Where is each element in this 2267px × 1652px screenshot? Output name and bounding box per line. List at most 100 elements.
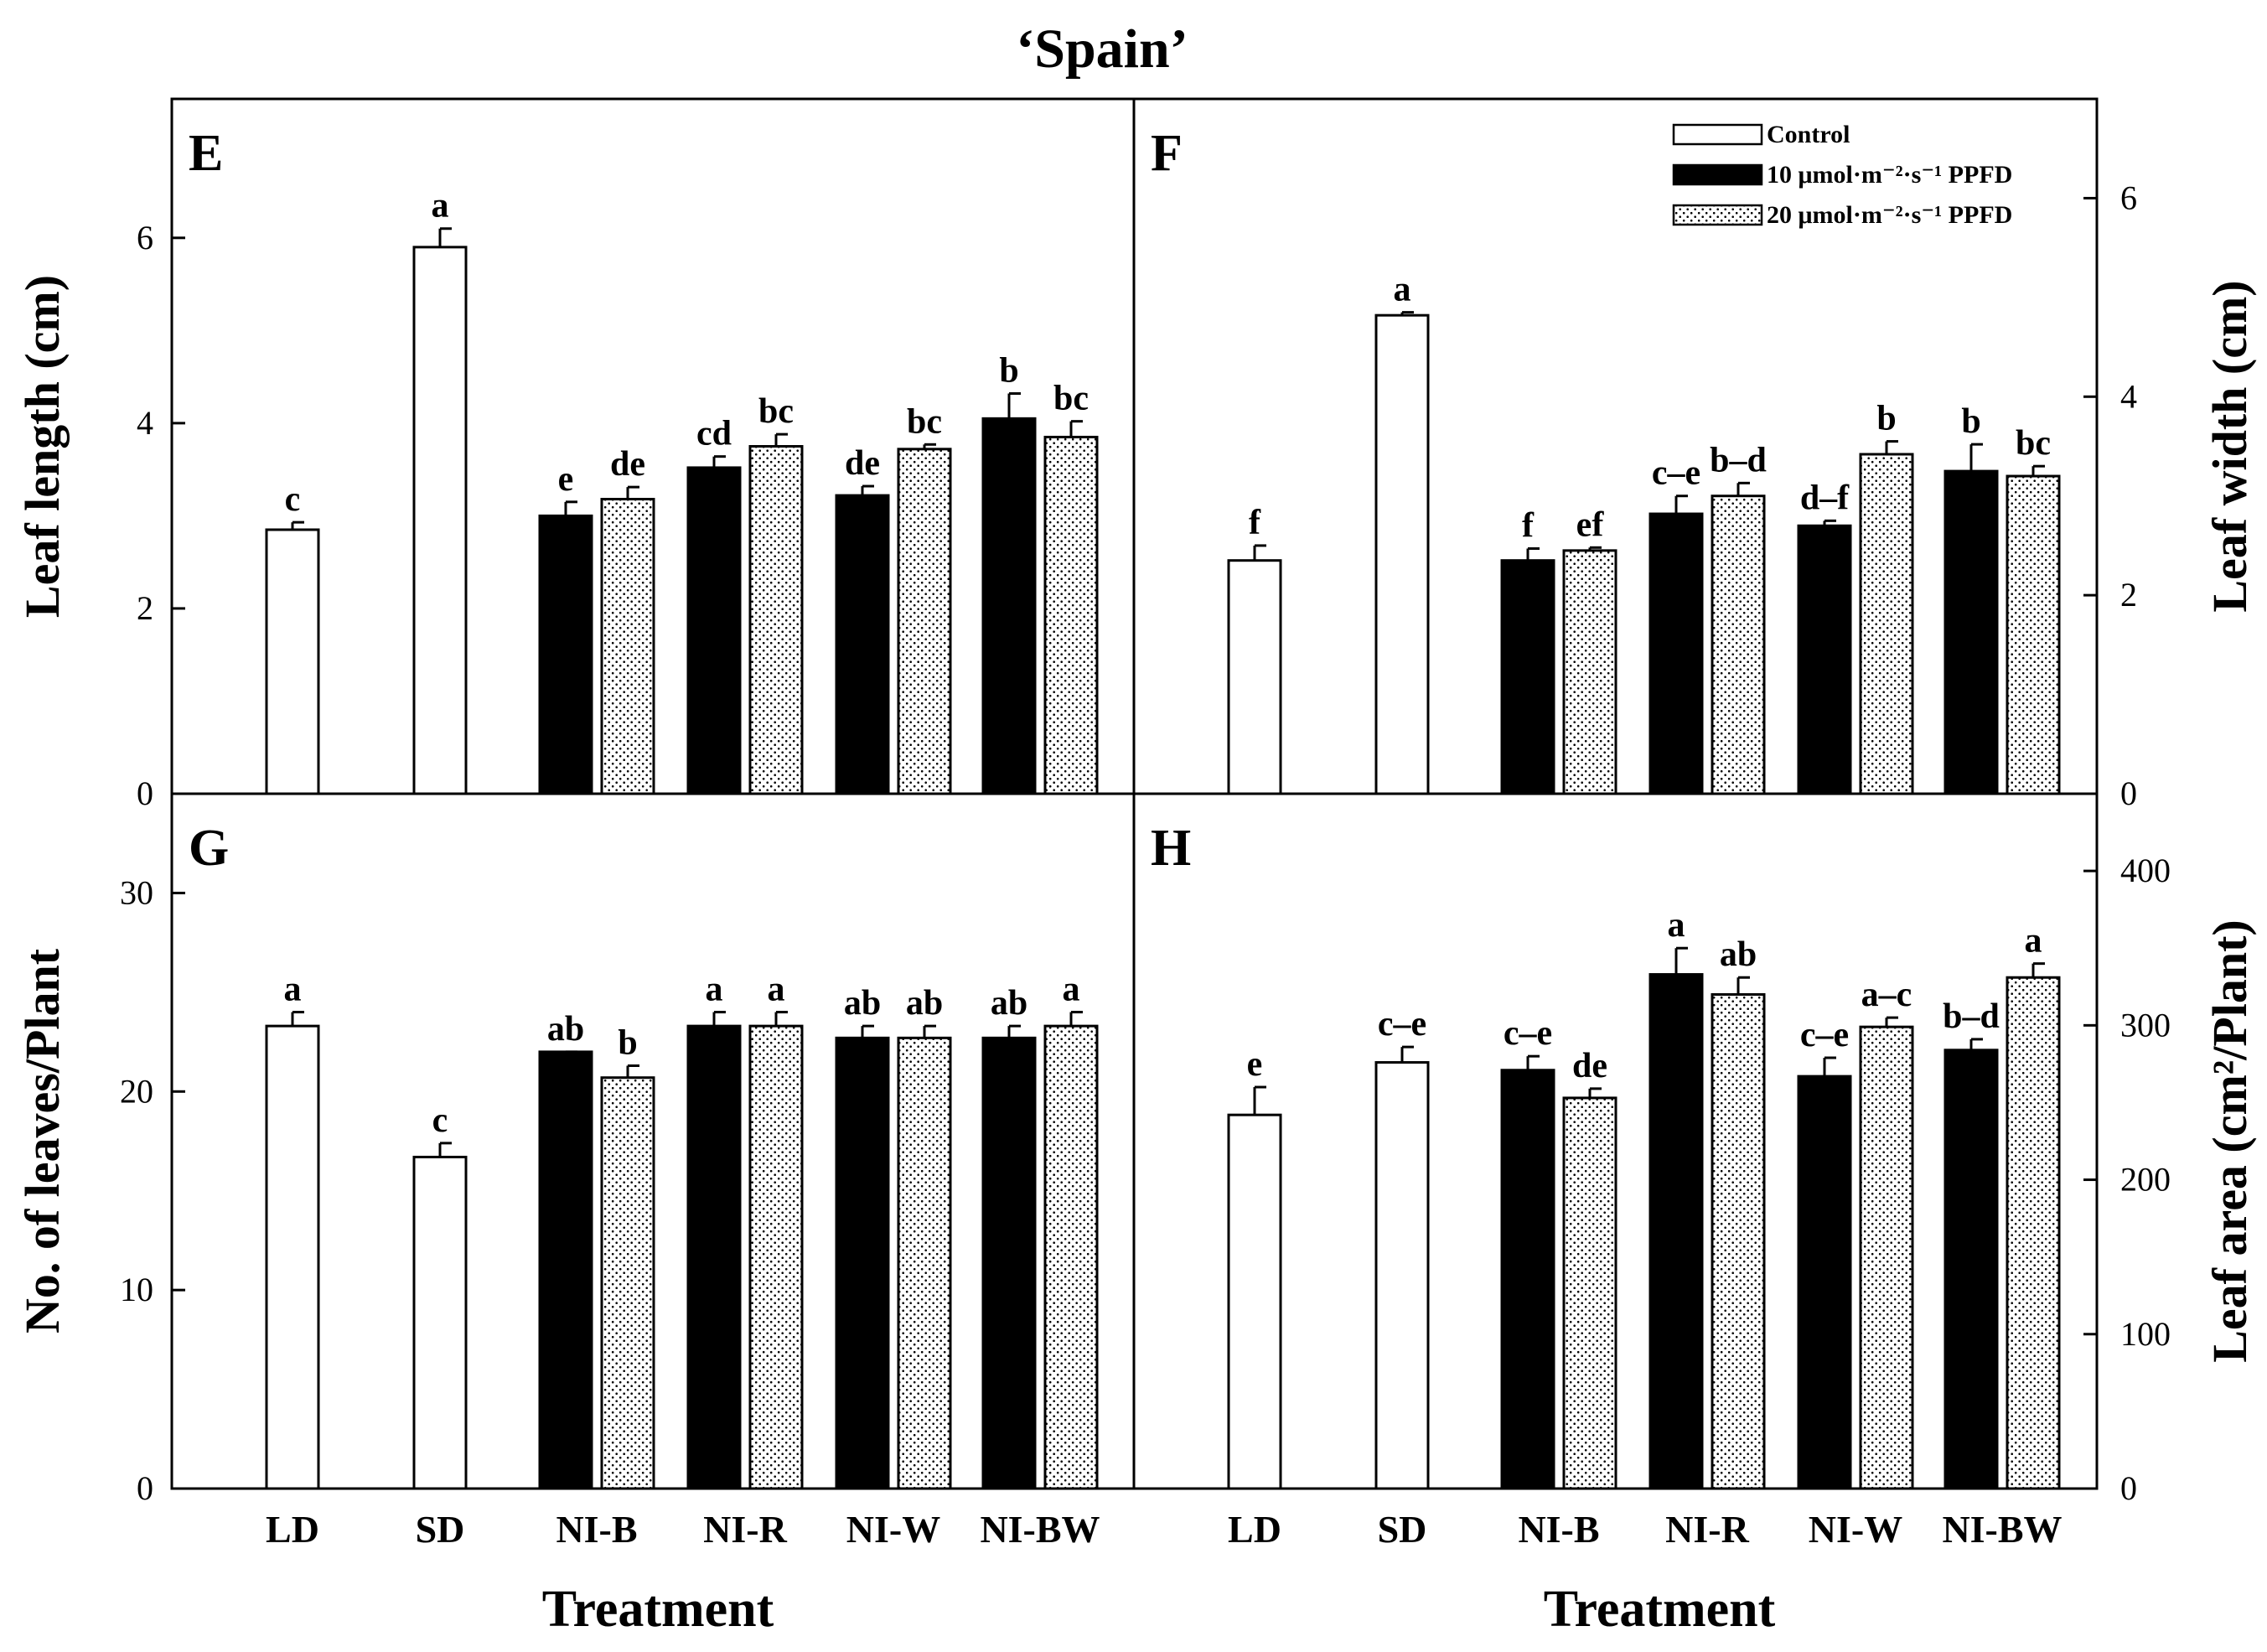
significance-letter: ab [547, 1010, 584, 1049]
bar-e-ni-bw-ppfd10 [981, 417, 1037, 795]
significance-letter: a [1668, 906, 1685, 945]
significance-letter: cd [696, 415, 732, 453]
bar-e-ni-w-ppfd10 [835, 494, 890, 795]
bar-g-ni-b-ppfd10 [538, 1050, 593, 1490]
significance-letter: bc [758, 392, 794, 431]
bar-h-ni-b-ppfd10 [1500, 1069, 1555, 1490]
legend-label-control: Control [1767, 121, 1850, 148]
y-tick-label: 200 [2120, 1161, 2171, 1199]
bar-g-ni-w-ppfd10 [835, 1036, 890, 1490]
legend: Control 10 μmol·m⁻²·s⁻¹ PPFD 20 μmol·m⁻²… [1672, 121, 2012, 229]
bar-h-ld-control [1227, 1113, 1282, 1490]
x-tick-label: NI-B [1518, 1508, 1599, 1551]
significance-letter: a [284, 971, 302, 1009]
significance-letter: b [1961, 402, 1980, 441]
bar-f-ni-b-ppfd20 [1562, 549, 1617, 795]
legend-entry-20-ppfd: 20 μmol·m⁻²·s⁻¹ PPFD [1672, 201, 2012, 229]
y-tick-label: 4 [137, 404, 153, 442]
y-tick-label: 0 [137, 1469, 153, 1507]
bar-f-sd-control [1374, 313, 1430, 795]
significance-letter: bc [907, 402, 942, 441]
significance-letter: a [2025, 922, 2042, 961]
significance-letter: a [706, 971, 723, 1009]
significance-letter: f [1249, 504, 1261, 542]
legend-entry-control: Control [1672, 121, 1850, 148]
y-tick-label: 2 [2120, 576, 2137, 614]
bar-e-ld-control [265, 528, 320, 795]
significance-letter: d–f [1800, 479, 1850, 517]
panel-letter-e: E [189, 125, 223, 182]
legend-swatch-20-ppfd [1672, 204, 1763, 226]
y-tick-label: 0 [137, 774, 153, 812]
y-tick-label: 400 [2120, 852, 2171, 889]
x-tick-label: NI-W [1809, 1508, 1902, 1551]
bar-h-sd-control [1374, 1061, 1430, 1490]
y-tick-label: 300 [2120, 1006, 2171, 1044]
significance-letter: c [432, 1101, 448, 1140]
significance-letter: c–e [1652, 454, 1700, 493]
bar-g-ni-b-ppfd20 [600, 1076, 655, 1490]
bar-h-ni-r-ppfd10 [1648, 973, 1704, 1490]
significance-letter: ab [991, 984, 1027, 1023]
panel-letter-f: F [1151, 125, 1183, 182]
significance-letter: ab [844, 984, 881, 1023]
significance-letter: a [1063, 971, 1080, 1009]
y-tick-label: 0 [2120, 774, 2137, 812]
significance-letter: de [610, 445, 645, 484]
significance-letter: ab [1720, 935, 1757, 974]
y-axis-title-h: Leaf area (cm²/Plant) [2202, 919, 2257, 1363]
bar-h-ni-w-ppfd20 [1859, 1025, 1914, 1490]
y-axis-title-g: No. of leaves/Plant [15, 948, 70, 1334]
bar-f-ni-r-ppfd10 [1648, 512, 1704, 795]
x-axis-title-right: Treatment [1544, 1581, 1776, 1638]
significance-letter: ab [906, 984, 943, 1023]
x-tick-label: NI-R [1665, 1508, 1749, 1551]
bar-f-ni-b-ppfd10 [1500, 559, 1555, 795]
bar-e-ni-r-ppfd10 [686, 466, 742, 795]
bar-f-ni-r-ppfd20 [1711, 495, 1766, 795]
bar-f-ld-control [1227, 559, 1282, 795]
bar-g-ni-bw-ppfd20 [1043, 1024, 1099, 1490]
panel-letter-g: G [189, 820, 229, 877]
bar-g-ni-bw-ppfd10 [981, 1036, 1037, 1490]
legend-label-20-ppfd: 20 μmol·m⁻²·s⁻¹ PPFD [1767, 201, 2012, 229]
significance-letter: bc [2016, 424, 2051, 463]
bar-f-ni-bw-ppfd20 [2006, 474, 2061, 795]
panel-letter-h: H [1151, 820, 1191, 877]
bar-e-ni-r-ppfd20 [748, 445, 804, 795]
y-tick-label: 0 [2120, 1469, 2137, 1507]
y-tick-label: 10 [120, 1271, 153, 1308]
significance-letter: a [432, 187, 449, 225]
bar-f-ni-w-ppfd20 [1859, 453, 1914, 795]
significance-letter: b [618, 1023, 637, 1062]
legend-swatch-control [1672, 123, 1763, 146]
significance-letter: f [1522, 506, 1535, 545]
x-tick-label: NI-BW [1942, 1508, 2062, 1551]
x-tick-label: NI-W [846, 1508, 940, 1551]
significance-letter: e [1247, 1045, 1263, 1084]
x-tick-label: SD [416, 1508, 465, 1551]
bar-f-ni-w-ppfd10 [1797, 524, 1852, 795]
significance-letter: de [1572, 1047, 1607, 1085]
legend-entry-10-ppfd: 10 μmol·m⁻²·s⁻¹ PPFD [1672, 161, 2012, 189]
significance-letter: de [845, 444, 880, 483]
bar-h-ni-bw-ppfd20 [2006, 976, 2061, 1490]
bar-h-ni-bw-ppfd10 [1944, 1049, 1999, 1490]
y-tick-label: 6 [137, 219, 153, 256]
x-tick-label: LD [266, 1508, 319, 1551]
x-tick-label: SD [1378, 1508, 1427, 1551]
bar-e-sd-control [412, 246, 468, 795]
significance-letter: c–e [1378, 1005, 1426, 1044]
significance-letter: b [1876, 400, 1896, 438]
figure-title: ‘Spain’ [1016, 18, 1188, 80]
significance-letter: c–e [1504, 1014, 1552, 1053]
bar-g-ni-r-ppfd10 [686, 1024, 742, 1490]
bar-h-ni-b-ppfd20 [1562, 1096, 1617, 1490]
significance-letter: bc [1053, 380, 1089, 418]
bar-e-ni-w-ppfd20 [897, 448, 952, 795]
y-axis-title-f: Leaf width (cm) [2202, 280, 2257, 612]
